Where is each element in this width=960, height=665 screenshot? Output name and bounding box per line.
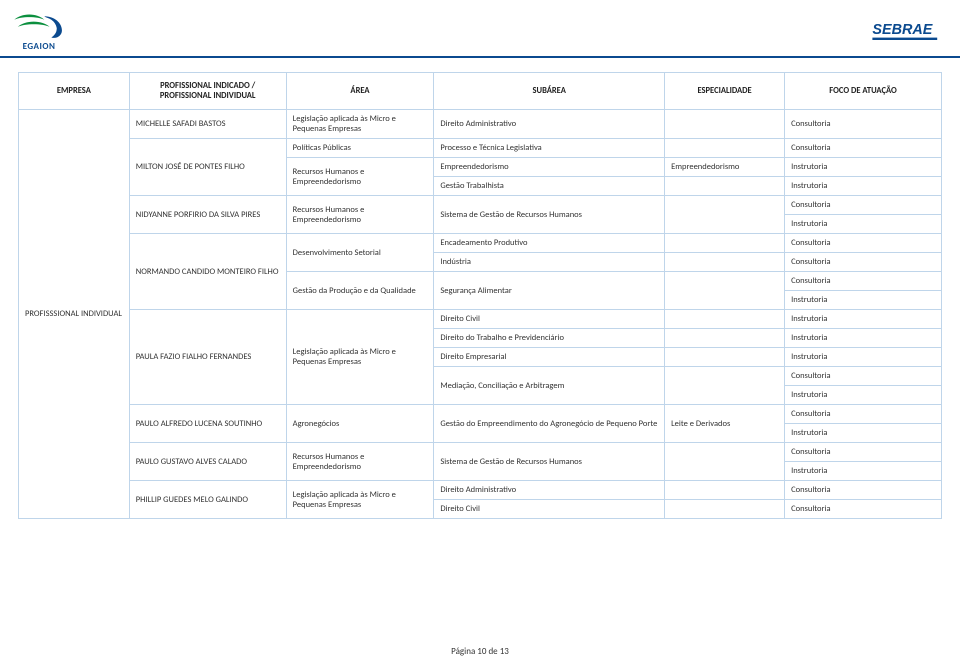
cell-especialidade	[665, 139, 785, 158]
col-especialidade: ESPECIALIDADE	[665, 73, 785, 110]
cell-subarea: Direito Administrativo	[434, 110, 665, 139]
main-table-wrap: EMPRESA PROFISSIONAL INDICADO / PROFISSI…	[18, 72, 942, 519]
cell-subarea: Segurança Alimentar	[434, 272, 665, 310]
logo-sebrae: SEBRAE	[870, 15, 942, 47]
cell-subarea: Direito Civil	[434, 500, 665, 519]
cell-area: Legislação aplicada às Micro e Pequenas …	[286, 110, 434, 139]
cell-profissional: NIDYANNE PORFIRIO DA SILVA PIRES	[129, 196, 286, 234]
cell-especialidade	[665, 177, 785, 196]
cell-subarea: Empreendedorismo	[434, 158, 665, 177]
cell-empresa: PROFISSSIONAL INDIVIDUAL	[19, 110, 130, 519]
cell-profissional: NORMANDO CANDIDO MONTEIRO FILHO	[129, 234, 286, 310]
cell-area: Políticas Públicas	[286, 139, 434, 158]
cell-foco: Instrutoria	[785, 291, 942, 310]
col-empresa: EMPRESA	[19, 73, 130, 110]
cell-area: Recursos Humanos e Empreendedorismo	[286, 196, 434, 234]
cell-area: Desenvolvimento Setorial	[286, 234, 434, 272]
cell-foco: Consultoria	[785, 234, 942, 253]
cell-subarea: Gestão Trabalhista	[434, 177, 665, 196]
table-row: PAULO GUSTAVO ALVES CALADORecursos Human…	[19, 443, 942, 462]
table-row: NORMANDO CANDIDO MONTEIRO FILHODesenvolv…	[19, 234, 942, 253]
col-area: ÁREA	[286, 73, 434, 110]
professionals-table: EMPRESA PROFISSIONAL INDICADO / PROFISSI…	[18, 72, 942, 519]
cell-especialidade	[665, 367, 785, 405]
cell-especialidade	[665, 272, 785, 310]
cell-foco: Consultoria	[785, 196, 942, 215]
table-row: PAULA FAZIO FIALHO FERNANDESLegislação a…	[19, 310, 942, 329]
cell-especialidade	[665, 234, 785, 253]
cell-foco: Instrutoria	[785, 329, 942, 348]
egaion-icon	[12, 11, 66, 41]
cell-profissional: PAULO ALFREDO LUCENA SOUTINHO	[129, 405, 286, 443]
col-profissional: PROFISSIONAL INDICADO / PROFISSIONAL IND…	[129, 73, 286, 110]
cell-foco: Consultoria	[785, 253, 942, 272]
logo-egaion-text: EGAION	[23, 41, 56, 52]
cell-subarea: Direito do Trabalho e Previdenciário	[434, 329, 665, 348]
cell-profissional: PHILLIP GUEDES MELO GALINDO	[129, 481, 286, 519]
cell-area: Recursos Humanos e Empreendedorismo	[286, 158, 434, 196]
cell-subarea: Indústria	[434, 253, 665, 272]
col-subarea: SUBÁREA	[434, 73, 665, 110]
cell-subarea: Gestão do Empreendimento do Agronegócio …	[434, 405, 665, 443]
cell-profissional: MILTON JOSÉ DE PONTES FILHO	[129, 139, 286, 196]
table-row: MILTON JOSÉ DE PONTES FILHOPolíticas Púb…	[19, 139, 942, 158]
sebrae-icon: SEBRAE	[870, 15, 942, 47]
cell-foco: Instrutoria	[785, 177, 942, 196]
col-foco: FOCO DE ATUAÇÃO	[785, 73, 942, 110]
cell-especialidade: Empreendedorismo	[665, 158, 785, 177]
cell-foco: Consultoria	[785, 367, 942, 386]
table-row: NIDYANNE PORFIRIO DA SILVA PIRESRecursos…	[19, 196, 942, 215]
page-footer: Página 10 de 13	[0, 646, 960, 657]
cell-subarea: Encadeamento Produtivo	[434, 234, 665, 253]
cell-subarea: Sistema de Gestão de Recursos Humanos	[434, 443, 665, 481]
cell-foco: Consultoria	[785, 443, 942, 462]
cell-area: Gestão da Produção e da Qualidade	[286, 272, 434, 310]
table-row: PAULO ALFREDO LUCENA SOUTINHOAgronegócio…	[19, 405, 942, 424]
cell-foco: Consultoria	[785, 272, 942, 291]
cell-profissional: PAULA FAZIO FIALHO FERNANDES	[129, 310, 286, 405]
cell-foco: Consultoria	[785, 481, 942, 500]
cell-foco: Instrutoria	[785, 462, 942, 481]
cell-foco: Instrutoria	[785, 386, 942, 405]
cell-area: Legislação aplicada às Micro e Pequenas …	[286, 310, 434, 405]
cell-especialidade	[665, 348, 785, 367]
svg-text:SEBRAE: SEBRAE	[872, 22, 932, 38]
cell-foco: Consultoria	[785, 405, 942, 424]
cell-especialidade	[665, 310, 785, 329]
cell-foco: Instrutoria	[785, 310, 942, 329]
cell-subarea: Direito Empresarial	[434, 348, 665, 367]
cell-especialidade	[665, 253, 785, 272]
cell-profissional: MICHELLE SAFADI BASTOS	[129, 110, 286, 139]
cell-especialidade	[665, 196, 785, 234]
table-header-row: EMPRESA PROFISSIONAL INDICADO / PROFISSI…	[19, 73, 942, 110]
cell-especialidade	[665, 443, 785, 481]
cell-foco: Instrutoria	[785, 424, 942, 443]
cell-foco: Consultoria	[785, 500, 942, 519]
cell-subarea: Mediação, Conciliação e Arbitragem	[434, 367, 665, 405]
cell-subarea: Sistema de Gestão de Recursos Humanos	[434, 196, 665, 234]
cell-foco: Instrutoria	[785, 158, 942, 177]
cell-subarea: Direito Civil	[434, 310, 665, 329]
cell-area: Agronegócios	[286, 405, 434, 443]
table-row: PROFISSSIONAL INDIVIDUALMICHELLE SAFADI …	[19, 110, 942, 139]
cell-subarea: Direito Administrativo	[434, 481, 665, 500]
cell-foco: Consultoria	[785, 139, 942, 158]
cell-subarea: Processo e Técnica Legislativa	[434, 139, 665, 158]
cell-foco: Instrutoria	[785, 215, 942, 234]
cell-especialidade	[665, 329, 785, 348]
cell-especialidade: Leite e Derivados	[665, 405, 785, 443]
cell-area: Recursos Humanos e Empreendedorismo	[286, 443, 434, 481]
page-header: EGAION SEBRAE	[0, 0, 960, 58]
table-row: PHILLIP GUEDES MELO GALINDOLegislação ap…	[19, 481, 942, 500]
cell-area: Legislação aplicada às Micro e Pequenas …	[286, 481, 434, 519]
cell-foco: Consultoria	[785, 110, 942, 139]
cell-especialidade	[665, 110, 785, 139]
page-number: Página 10 de 13	[451, 646, 509, 657]
logo-egaion: EGAION	[12, 11, 66, 52]
cell-especialidade	[665, 500, 785, 519]
cell-foco: Instrutoria	[785, 348, 942, 367]
cell-especialidade	[665, 481, 785, 500]
cell-profissional: PAULO GUSTAVO ALVES CALADO	[129, 443, 286, 481]
